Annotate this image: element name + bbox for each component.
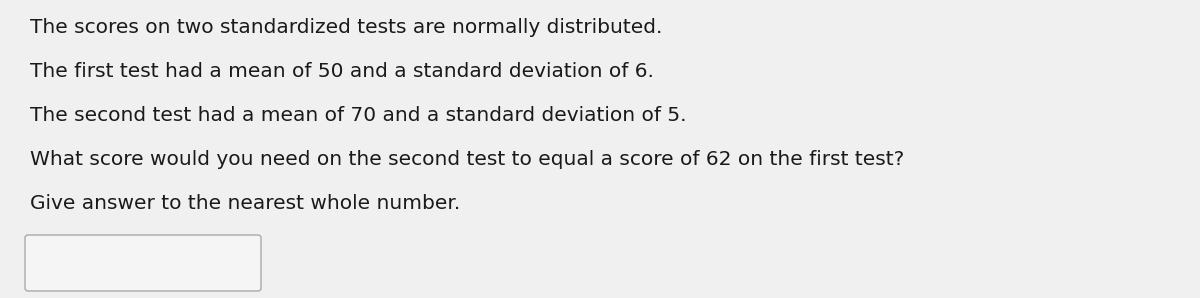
Text: The scores on two standardized tests are normally distributed.: The scores on two standardized tests are…: [30, 18, 662, 37]
Text: The second test had a mean of 70 and a standard deviation of 5.: The second test had a mean of 70 and a s…: [30, 106, 686, 125]
FancyBboxPatch shape: [25, 235, 262, 291]
Text: Give answer to the nearest whole number.: Give answer to the nearest whole number.: [30, 194, 461, 213]
Text: What score would you need on the second test to equal a score of 62 on the first: What score would you need on the second …: [30, 150, 905, 169]
Text: The first test had a mean of 50 and a standard deviation of 6.: The first test had a mean of 50 and a st…: [30, 62, 654, 81]
